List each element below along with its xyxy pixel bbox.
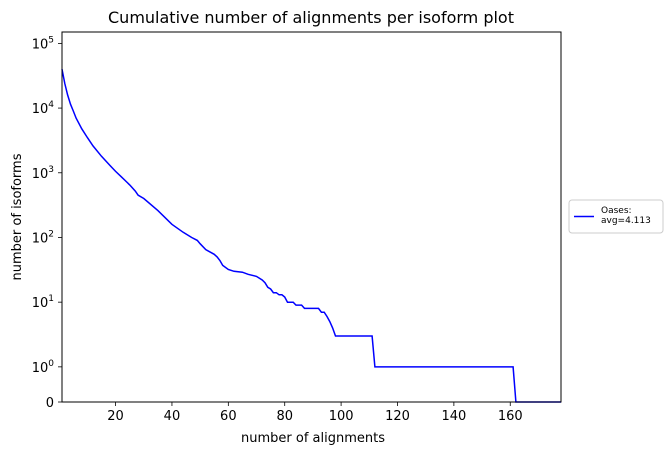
plot-area: 20 40 60 80 100 120 140 160 0 100 101 102 103 104 105	[32, 31, 562, 424]
y-tick-label: 0	[46, 396, 54, 411]
x-tick-label: 140	[441, 409, 466, 424]
x-tick-label: 100	[329, 409, 354, 424]
x-tick-label: 120	[385, 409, 410, 424]
legend-box	[568, 199, 664, 234]
y-tick-label: 102	[32, 229, 54, 246]
legend: Oases: avg=4.113	[568, 199, 664, 234]
y-axis-label: number of isoforms	[10, 153, 25, 280]
x-tick-label: 160	[498, 409, 523, 424]
chart-title: Cumulative number of alignments per isof…	[108, 8, 514, 27]
y-tick-label: 105	[32, 35, 54, 52]
y-tick-label: 103	[32, 165, 54, 182]
x-axis-label: number of alignments	[241, 431, 385, 446]
series-line-0	[61, 68, 561, 403]
y-tick-label: 101	[32, 294, 54, 311]
y-tick-label: 104	[32, 100, 55, 117]
x-tick-label: 60	[220, 409, 237, 424]
x-tick-label: 20	[107, 409, 124, 424]
y-tick-label: 100	[32, 359, 55, 376]
legend-label: Oases: avg=4.113	[601, 206, 651, 226]
x-tick-label: 40	[164, 409, 181, 424]
plot-frame	[61, 31, 562, 403]
x-tick-label: 80	[276, 409, 293, 424]
